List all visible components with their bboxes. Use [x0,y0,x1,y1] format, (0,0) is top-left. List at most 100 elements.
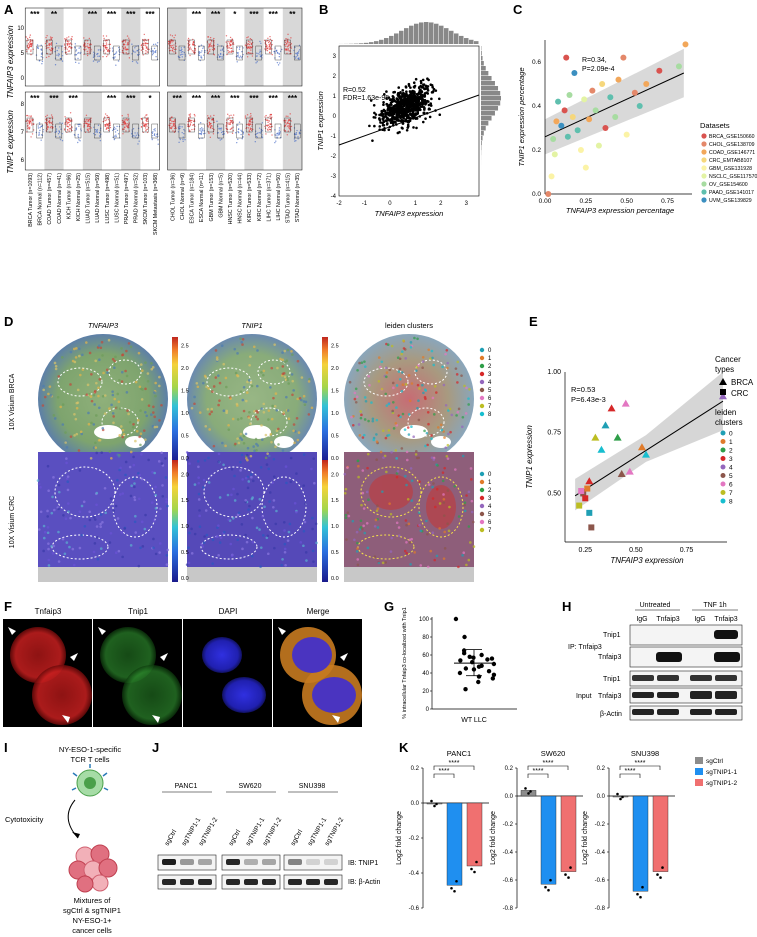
box [93,123,101,139]
c-ylabel: TNIP1 expression percentage [517,67,526,166]
tissue-spot [426,532,429,536]
tissue-spot [283,529,286,532]
data-point [40,44,42,47]
significance-label: ** [289,10,296,19]
box [132,45,139,61]
tissue-spot [417,399,420,402]
tissue-spot [267,467,271,471]
box [188,117,195,133]
data-point [249,52,251,54]
tissue-spot [391,409,395,413]
tissue-spot [125,349,128,353]
data-point [285,123,287,125]
tissue-spot [227,518,230,521]
data-point [103,37,105,40]
tick-label: 20 [422,689,429,695]
data-point [86,118,88,121]
tissue-spot [90,372,93,376]
tissue-spot [435,487,439,491]
tissue-spot [75,406,79,410]
data-point [373,111,376,115]
tissue-spot [212,444,216,448]
data-point [416,104,420,108]
data-point [220,127,223,129]
tissue-spot [140,477,144,481]
data-point [86,40,89,42]
data-point [56,49,58,52]
data-point [135,134,137,136]
data-point [269,45,271,48]
box [197,123,205,139]
legend-label: 0 [729,431,733,438]
data-point [182,53,184,56]
tissue-spot [312,457,315,460]
tissue-spot [63,552,67,556]
data-point [386,116,389,120]
data-point [390,117,394,121]
band [244,879,258,885]
tissue-spot [251,516,254,520]
significance-label: *** [173,94,183,103]
data-point [414,108,418,112]
data-point [94,134,97,136]
data-point [294,140,296,142]
tissue-spot [86,383,90,387]
cluster-label: 6 [488,396,492,402]
data-point [210,42,212,44]
histogram-bar [379,39,384,44]
tissue-spot [346,466,349,469]
f-dapi-nuclei [202,637,266,713]
data-point [189,47,191,50]
data-point [127,42,129,45]
data-point [286,134,288,136]
data-point [453,616,459,622]
tissue-spot [282,411,286,414]
tissue-spot [42,549,45,553]
data-point [127,125,129,127]
data-point [564,133,571,140]
tissue-spot [160,403,163,407]
data-point [398,108,401,111]
bar [540,795,557,885]
tissue-spot [290,373,294,376]
tissue-spot [400,352,403,356]
tissue-spot [310,467,313,471]
data-point [296,52,298,55]
tissue-spot [90,421,93,425]
category-label: GBM Normal (n=5) [218,173,224,218]
tissue-spot [413,336,416,340]
tissue-spot [439,423,443,427]
tissue-spot [431,356,434,360]
band [262,879,276,885]
data-point [257,53,259,55]
tissue-spot [414,453,418,456]
tissue-spot [203,459,207,462]
data-point [68,118,71,121]
tissue-spot [67,502,70,505]
data-point [265,133,267,135]
data-point [199,59,201,62]
data-point [219,53,222,56]
data-point [266,49,269,52]
data-point [249,116,251,118]
tissue-spot [198,525,202,529]
significance-label: *** [230,94,240,103]
tissue-spot [273,343,276,346]
data-point [476,679,481,685]
tissue-spot [121,492,125,495]
data-point [220,138,223,140]
tissue-spot [250,554,254,558]
tissue-spot [413,551,416,554]
data-point [66,131,68,133]
legend-label: GBM_GSE131928 [709,166,752,172]
tissue-spot [419,564,423,567]
data-point [259,49,261,51]
tissue-spot [124,369,127,373]
data-point [179,56,181,59]
data-point [126,122,128,125]
data-point [386,119,389,122]
legend-swatch [720,490,726,495]
data-point [134,47,136,49]
tissue-spot [77,347,81,351]
